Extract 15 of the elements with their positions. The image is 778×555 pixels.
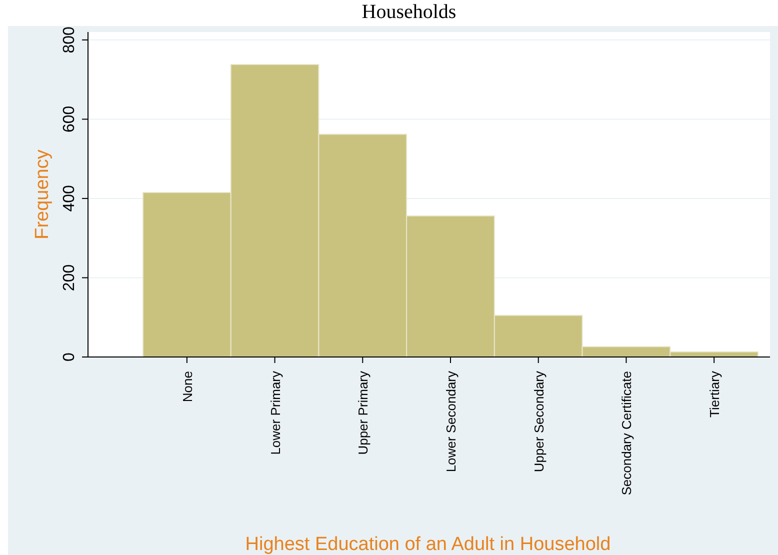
x-tick-label: Tiertiary: [707, 370, 722, 418]
x-tick-label: Lower Primary: [268, 370, 283, 455]
y-axis-title: Frequency: [32, 149, 53, 240]
x-tick-label: Upper Secondary: [531, 370, 546, 472]
x-tick-label: Lower Secondary: [444, 370, 458, 472]
x-tick-label: Upper Primary: [356, 370, 371, 455]
x-tick-label: None: [180, 371, 195, 402]
y-tick-label: 200: [61, 264, 78, 292]
y-tick-label: 0: [61, 352, 78, 362]
y-tick-label: 800: [61, 26, 78, 54]
y-tick-label: 400: [61, 185, 78, 212]
chart-title: Households: [362, 1, 456, 23]
x-tick-label: Secondary Certificate: [619, 371, 634, 496]
x-axis-title: Highest Education of an Adult in Household: [245, 534, 611, 555]
y-tick-label: 600: [61, 106, 78, 133]
